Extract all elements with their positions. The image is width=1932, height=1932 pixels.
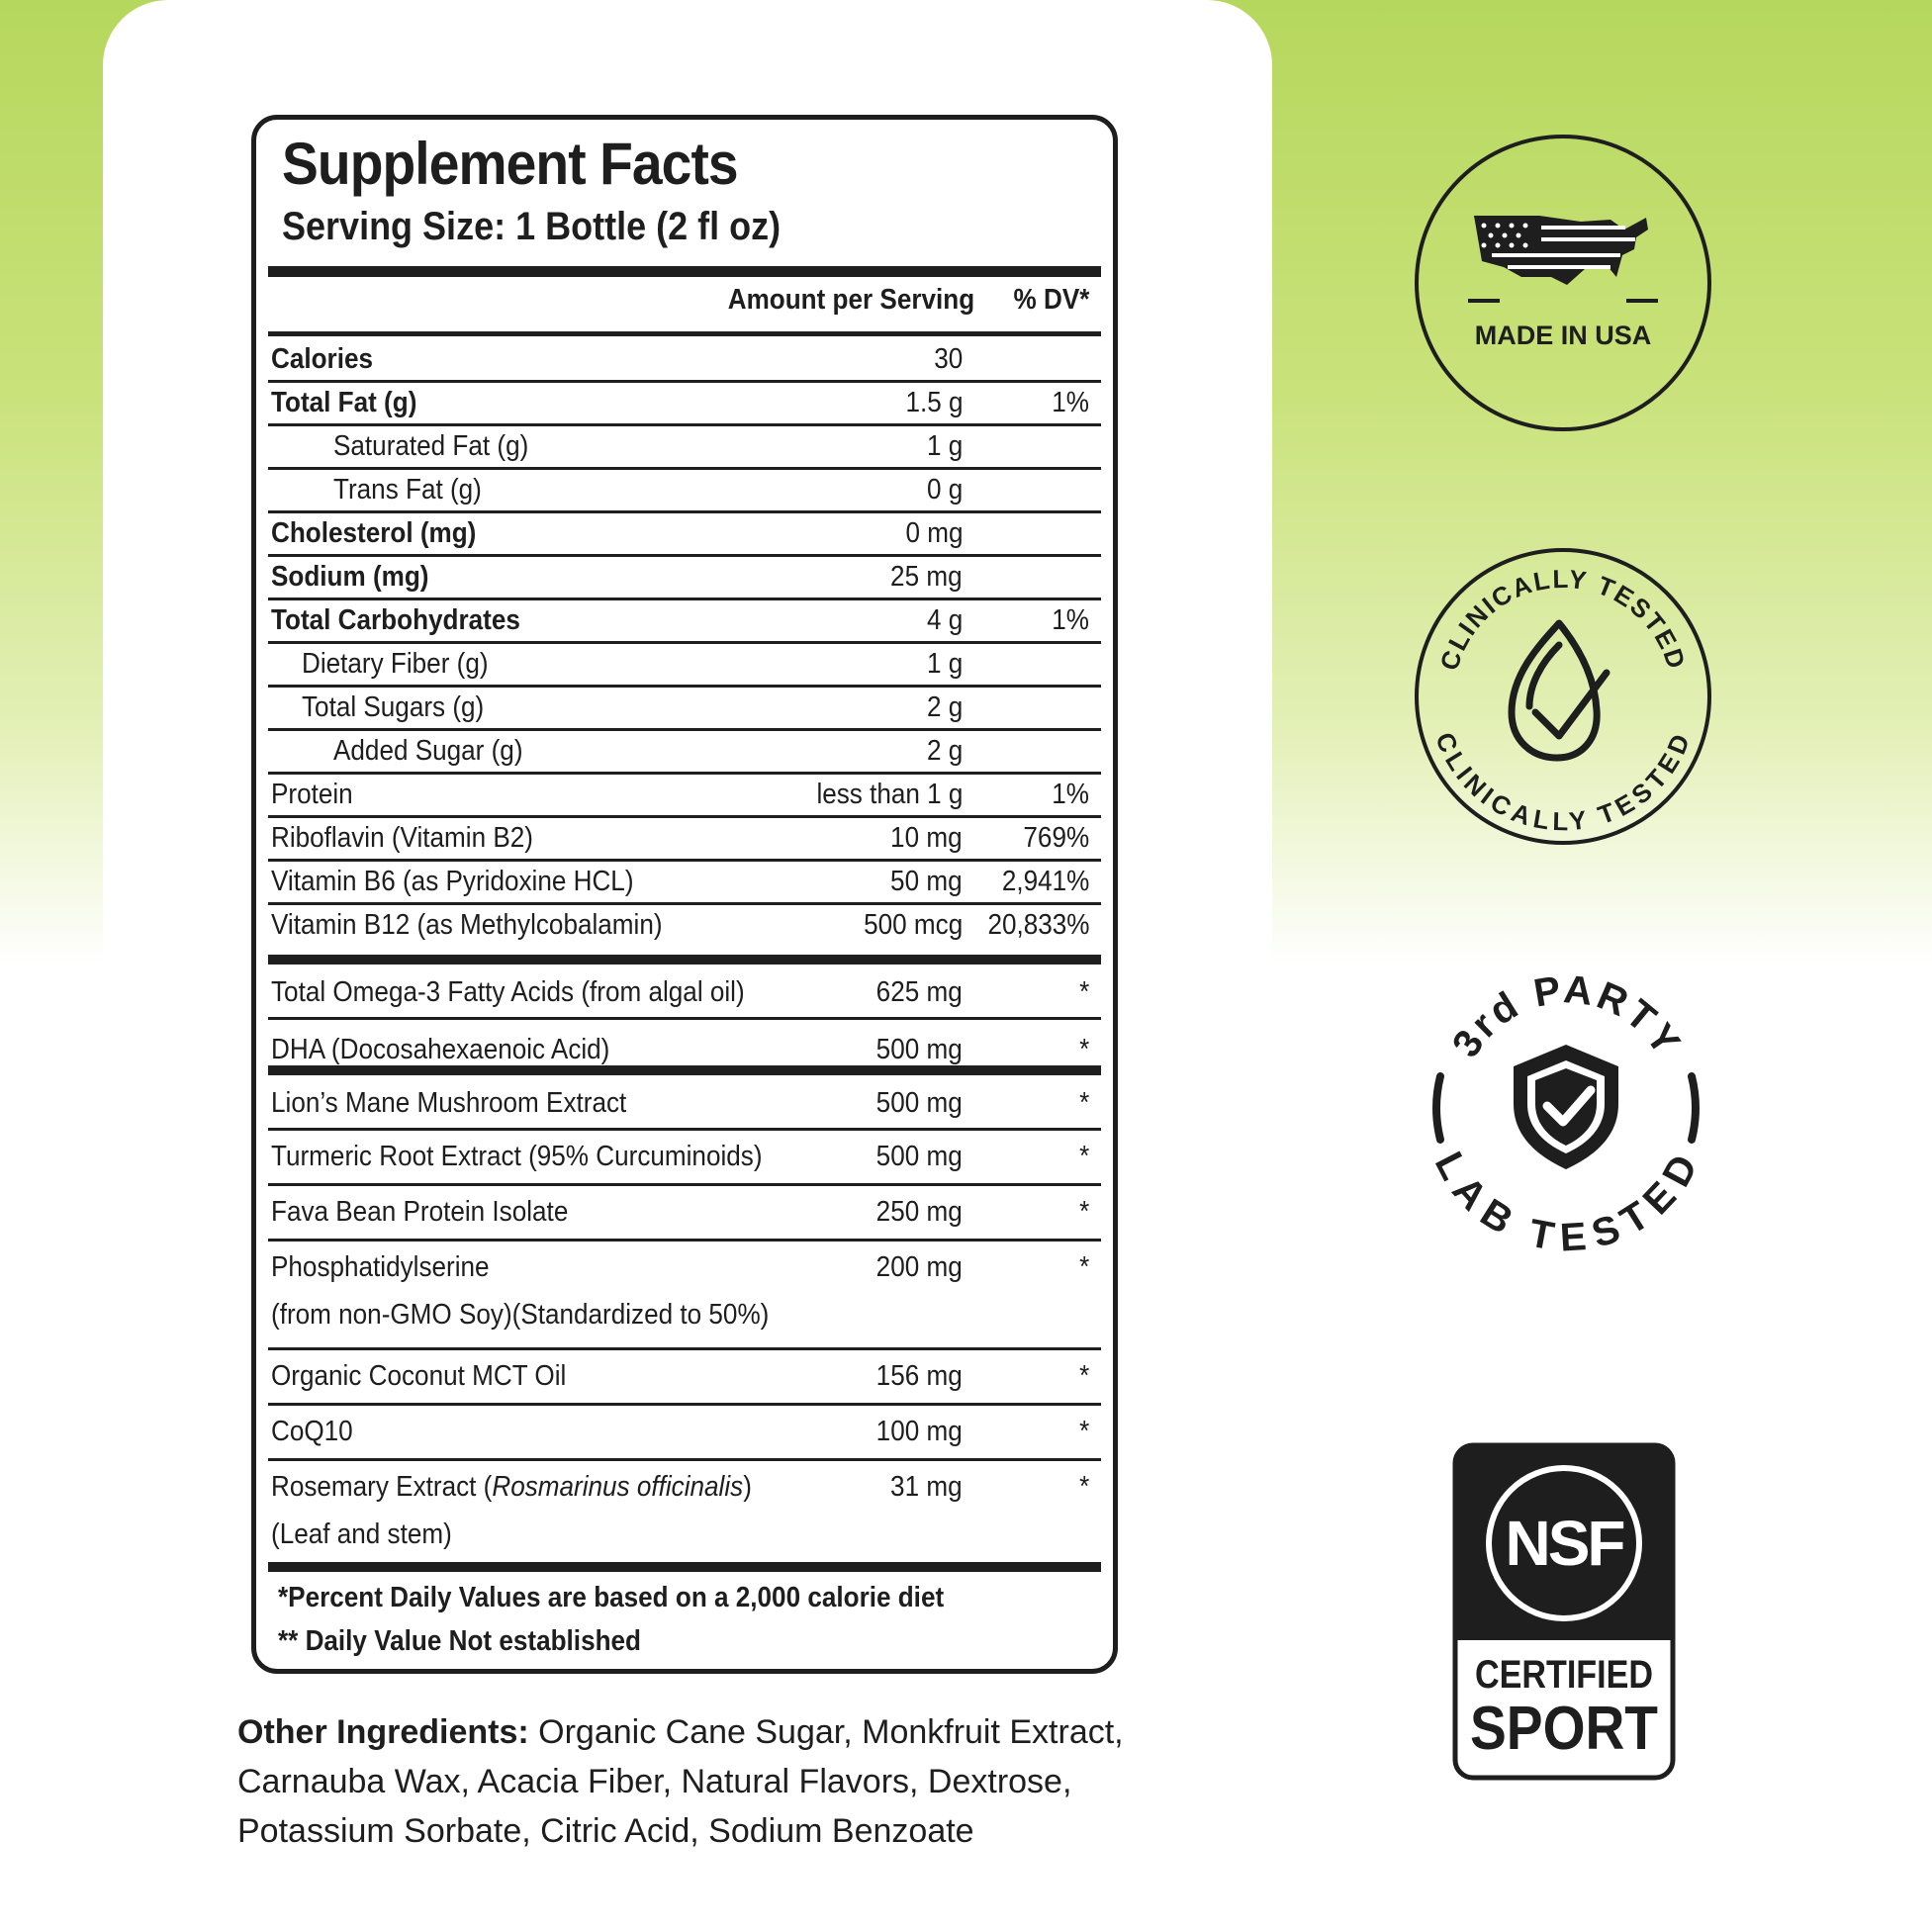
table-row: Vitamin B12 (as Methylcobalamin) 500 mcg 2… <box>271 909 1089 941</box>
dv-header: % DV* <box>1013 284 1089 316</box>
table-row: Vitamin B6 (as Pyridoxine HCL) 50 mg 2,941… <box>268 862 1101 905</box>
lab-tested-badge: 3rd PARTY LAB TESTED <box>1423 960 1709 1256</box>
certified-text: CERTIFIED <box>1475 1653 1653 1697</box>
table-row: Total Fat (g) 1.5 g 1% <box>268 383 1101 426</box>
svg-text:CLINICALLY TESTED: CLINICALLY TESTED <box>1429 728 1697 836</box>
table-row: Sodium (mg) 25 mg <box>268 557 1101 600</box>
table-row: Added Sugar (g) 2 g <box>268 731 1101 775</box>
shield-check-icon <box>1514 1045 1618 1169</box>
table-row: Turmeric Root Extract (95% Curcuminoids)… <box>268 1131 1101 1186</box>
table-row: Total Sugars (g) 2 g <box>268 688 1101 731</box>
clinically-tested-bottom-text: CLINICALLY TESTED <box>1429 728 1695 836</box>
clinically-tested-badge: CLINICALLY TESTED CLINICALLY TESTED <box>1413 546 1713 847</box>
table-row: Lion’s Mane Mushroom Extract 500 mg * <box>268 1079 1101 1131</box>
table-row: Total Carbohydrates 4 g 1% <box>268 600 1101 644</box>
table-row: Total Omega-3 Fatty Acids (from algal oi… <box>268 968 1101 1020</box>
made-in-usa-badge: MADE IN USA <box>1413 133 1713 433</box>
footnote-not-established: ** Daily Value Not established <box>278 1625 641 1657</box>
table-row: CoQ10 100 mg * <box>268 1406 1101 1461</box>
thick-divider <box>268 266 1101 277</box>
nsf-logo: NSF <box>1506 1508 1624 1579</box>
thick-divider <box>268 955 1101 965</box>
serving-size: Serving Size: 1 Bottle (2 fl oz) <box>282 205 782 248</box>
content-card <box>103 0 1272 1932</box>
table-row: Cholesterol (mg) 0 mg <box>268 513 1101 557</box>
other-ingredients: Other Ingredients: Organic Cane Sugar, M… <box>237 1713 1124 1850</box>
header-divider <box>268 331 1101 336</box>
table-row: Phosphatidylserine (from non-GMO Soy)(Sta… <box>268 1242 1101 1350</box>
sport-text: SPORT <box>1470 1695 1658 1763</box>
made-in-usa-text: MADE IN USA <box>1475 321 1652 350</box>
table-row: Protein less than 1 g 1% <box>268 775 1101 818</box>
table-row: Rosemary Extract (Rosmarinus officinalis… <box>271 1471 1089 1550</box>
footnote-dv: *Percent Daily Values are based on a 2,0… <box>278 1582 945 1613</box>
table-row: Calories 30 <box>268 339 1101 383</box>
table-row: Trans Fat (g) 0 g <box>268 470 1101 513</box>
supplement-facts-panel: Supplement Facts Serving Size: 1 Bottle … <box>251 115 1118 1674</box>
table-row: Saturated Fat (g) 1 g <box>268 426 1101 470</box>
table-row: Fava Bean Protein Isolate 250 mg * <box>268 1186 1101 1242</box>
table-row: Riboflavin (Vitamin B2) 10 mg 769% <box>268 818 1101 862</box>
left-bracket <box>1432 1072 1444 1144</box>
table-row: Dietary Fiber (g) 1 g <box>268 644 1101 688</box>
right-bracket <box>1688 1072 1700 1144</box>
usa-flag-map-icon <box>1474 216 1648 285</box>
nsf-certified-sport-badge: NSF CERTIFIED SPORT <box>1452 1442 1676 1781</box>
thick-divider <box>268 1065 1101 1075</box>
thick-divider <box>268 1562 1101 1572</box>
panel-title: Supplement Facts <box>282 131 739 197</box>
drop-check-icon <box>1508 619 1610 762</box>
other-ingredients-label: Other Ingredients: <box>237 1713 529 1751</box>
amount-header: Amount per Serving <box>727 284 974 316</box>
table-row: DHA (Docosahexaenoic Acid) 500 mg * <box>271 1034 1089 1065</box>
table-row: Organic Coconut MCT Oil 156 mg * <box>268 1350 1101 1406</box>
